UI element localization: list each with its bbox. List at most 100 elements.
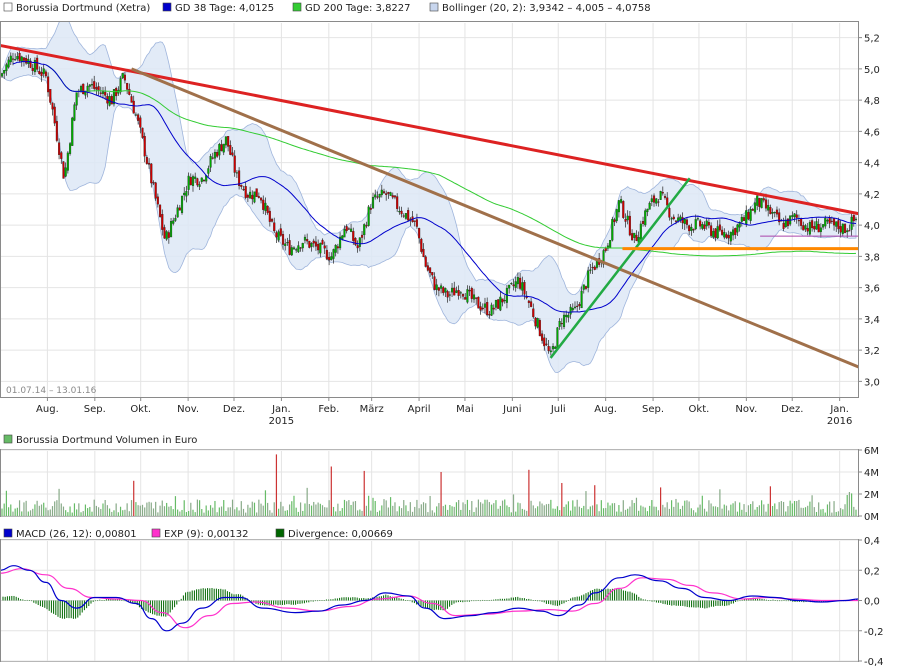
volume-bar — [741, 509, 743, 516]
volume-bar — [679, 508, 681, 516]
divergence-bar — [26, 599, 28, 601]
candle — [648, 201, 651, 210]
candle — [547, 340, 550, 354]
volume-bar — [223, 500, 225, 516]
candle — [154, 181, 157, 201]
divergence-bar — [277, 600, 279, 606]
volume-bar — [216, 512, 218, 516]
volume-bar — [479, 502, 482, 516]
candle — [330, 252, 333, 261]
candle — [183, 187, 186, 201]
candle — [350, 223, 353, 233]
volume-bar — [670, 500, 673, 516]
candle — [9, 52, 12, 66]
divergence-bar — [86, 600, 88, 609]
candle — [11, 52, 15, 66]
volume-bar — [188, 510, 190, 516]
candle — [323, 241, 326, 255]
volume-y-tick-label: 2M — [864, 490, 879, 501]
volume-bar — [267, 502, 269, 516]
candle — [508, 284, 511, 294]
divergence-bar — [484, 600, 486, 601]
candle — [132, 95, 135, 114]
volume-bar — [368, 495, 370, 516]
volume-bar — [534, 508, 537, 516]
trend-line-3 — [549, 177, 691, 359]
volume-bar — [111, 511, 113, 516]
candle — [398, 206, 401, 215]
volume-bar — [54, 501, 56, 516]
volume-bar — [398, 506, 400, 516]
volume-bar — [218, 507, 220, 516]
candle — [560, 318, 563, 330]
divergence-bar — [534, 600, 536, 601]
divergence-bar — [512, 597, 514, 601]
divergence-bar — [706, 600, 708, 609]
candle — [180, 195, 184, 215]
candle — [567, 312, 570, 323]
candle — [187, 172, 190, 196]
volume-bar — [379, 510, 381, 516]
volume-bar — [354, 501, 357, 516]
divergence-bar — [189, 591, 191, 601]
divergence-bar — [431, 600, 433, 610]
divergence-bar — [785, 600, 787, 602]
volume-bar — [578, 506, 580, 516]
divergence-bar — [772, 599, 774, 601]
volume-bar — [80, 512, 82, 516]
volume-bar — [765, 511, 767, 516]
volume-bar — [166, 502, 168, 516]
candle — [749, 206, 752, 224]
divergence-bar — [28, 600, 30, 601]
price-y-tick-label: 4,6 — [864, 127, 880, 138]
volume-bar — [29, 510, 32, 516]
volume-bar — [185, 512, 188, 516]
divergence-bar — [559, 600, 561, 606]
volume-bar — [284, 510, 286, 516]
trend-line-2 — [130, 67, 858, 369]
volume-bar — [328, 500, 330, 516]
divergence-bar — [301, 600, 303, 604]
candle — [841, 223, 844, 237]
price-x-tick-label: März — [360, 404, 384, 415]
divergence-bar — [750, 598, 752, 601]
volume-bar — [425, 503, 427, 516]
candle — [611, 216, 614, 242]
macd-y-tick-label: 0,0 — [864, 597, 880, 608]
volume-bar — [750, 504, 752, 516]
candle — [725, 232, 728, 240]
volume-bar — [708, 500, 710, 516]
candle — [499, 291, 502, 312]
divergence-bar — [572, 597, 574, 601]
divergence-bar — [341, 597, 343, 601]
divergence-bar — [270, 600, 272, 605]
price-x-tick-label: Okt. — [689, 404, 710, 415]
divergence-bar — [402, 599, 404, 601]
macd-y-tick-label: -0,4 — [864, 657, 884, 668]
candle — [797, 214, 800, 227]
divergence-bar — [220, 588, 222, 601]
divergence-bar — [444, 600, 446, 610]
divergence-bar — [578, 596, 580, 601]
candle — [551, 343, 555, 353]
candle — [382, 188, 386, 195]
candle — [549, 346, 552, 356]
volume-bar — [804, 507, 807, 516]
volume-bar — [38, 505, 40, 516]
divergence-bar — [638, 596, 640, 601]
volume-bar — [444, 504, 447, 516]
divergence-bar — [319, 600, 321, 601]
volume-bar — [278, 508, 280, 516]
macd-line — [1, 565, 858, 632]
volume-bar — [91, 511, 93, 516]
divergence-bar — [682, 600, 684, 606]
divergence-bar — [741, 599, 743, 601]
candle — [286, 237, 289, 246]
divergence-bar — [526, 599, 528, 601]
candle — [558, 318, 561, 330]
divergence-bar — [88, 600, 90, 607]
candle — [360, 231, 364, 244]
candle — [229, 140, 232, 156]
volume-bar — [43, 502, 45, 516]
